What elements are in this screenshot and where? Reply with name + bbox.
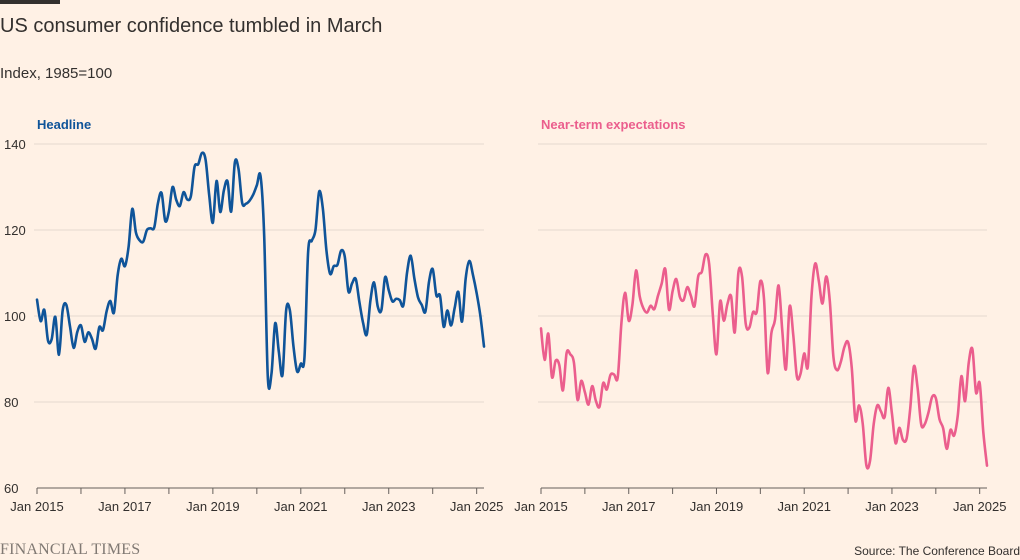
headline-xtick-label: Jan 2021 [274, 499, 328, 514]
near-term-xtick-label: Jan 2017 [602, 499, 656, 514]
headline-ytick-label: 140 [4, 137, 26, 152]
near-term-xtick-label: Jan 2015 [514, 499, 568, 514]
chart-subtitle: Index, 1985=100 [0, 65, 113, 82]
near-term-xtick-label: Jan 2021 [777, 499, 831, 514]
headline-xtick-label: Jan 2017 [98, 499, 152, 514]
headline-xtick-label: Jan 2025 [450, 499, 504, 514]
chart-title: US consumer confidence tumbled in March [0, 15, 383, 37]
ft-accent-bar [0, 0, 60, 4]
near-term-xtick-label: Jan 2019 [690, 499, 744, 514]
headline-series-line [35, 151, 486, 391]
source-note: Source: The Conference Board [854, 544, 1020, 558]
headline-series-label: Headline [37, 117, 91, 132]
chart-area: 60 80 100 120 140 Jan 2015 Jan 2017 Jan 2019 Jan… [4, 117, 1007, 514]
headline-xtick-label: Jan 2015 [10, 499, 64, 514]
headline-ytick-label: 80 [4, 395, 18, 410]
headline-xtick-label: Jan 2019 [186, 499, 240, 514]
headline-ytick-label: 60 [4, 481, 18, 496]
headline-ytick-label: 100 [4, 309, 26, 324]
headline-ytick-label: 120 [4, 223, 26, 238]
near-term-xtick-label: Jan 2023 [865, 499, 919, 514]
ft-logo: FINANCIAL TIMES [0, 541, 141, 558]
near-term-xtick-label: Jan 2025 [953, 499, 1007, 514]
near-term-series-line [539, 252, 989, 470]
near-term-series-label: Near-term expectations [541, 117, 686, 132]
headline-xtick-label: Jan 2023 [362, 499, 416, 514]
